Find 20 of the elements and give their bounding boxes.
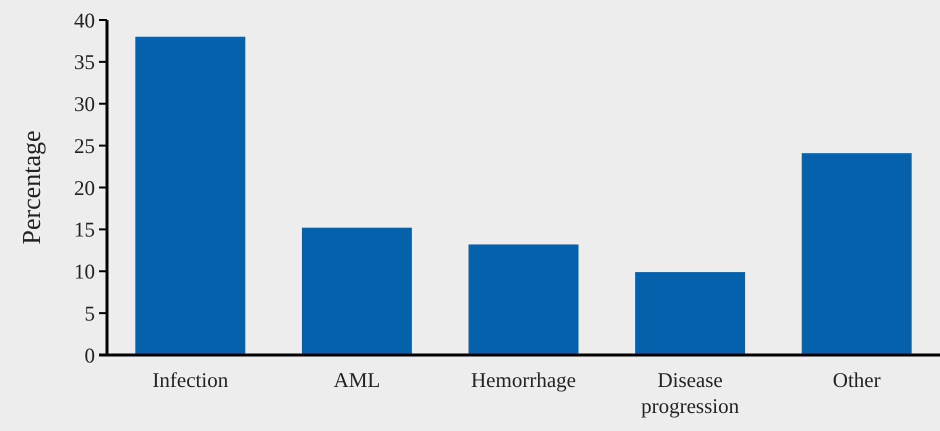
y-tick-label: 30 (74, 92, 95, 116)
y-tick-label: 15 (74, 218, 95, 242)
y-tick-label: 35 (74, 50, 95, 74)
x-tick-label: Hemorrhage (471, 368, 576, 392)
bar (135, 36, 246, 355)
bar (802, 153, 912, 355)
x-tick-label: Disease progression (641, 368, 740, 418)
x-tick-label: Other (832, 368, 881, 392)
bar (468, 244, 578, 355)
y-tick-label: 25 (74, 134, 95, 158)
x-tick-label: Infection (152, 368, 229, 392)
y-tick-label: 5 (84, 301, 95, 326)
x-tick-label: AML (334, 368, 380, 392)
bar (302, 228, 412, 355)
y-tick-label: 10 (74, 260, 95, 284)
y-tick-label: 40 (74, 8, 95, 32)
y-tick-label: 0 (84, 343, 95, 368)
y-tick-label: 20 (74, 176, 95, 200)
bar (635, 272, 746, 355)
y-axis-title: Percentage (17, 130, 46, 245)
